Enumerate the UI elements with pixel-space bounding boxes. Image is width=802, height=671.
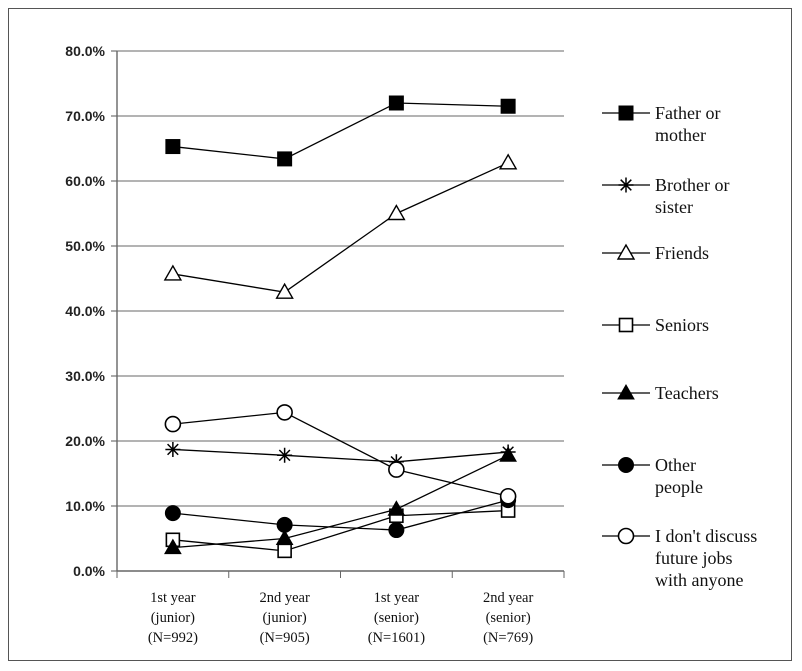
y-tick-label: 0.0% — [73, 563, 105, 579]
x-tick-label: (N=905) — [260, 630, 310, 646]
data-point — [164, 415, 182, 433]
legend-marker — [618, 317, 634, 333]
data-point — [277, 151, 293, 167]
x-tick-label: (N=769) — [483, 630, 533, 646]
series-line — [172, 162, 509, 293]
data-point — [388, 461, 405, 478]
legend-marker — [617, 527, 635, 545]
data-point — [277, 447, 293, 463]
data-point — [500, 98, 516, 114]
legend-label: Other — [655, 455, 696, 475]
legend-label: I don't discuss — [655, 526, 757, 546]
x-tick-label: 1st year — [374, 590, 420, 606]
data-point — [164, 538, 182, 555]
y-tick-label: 30.0% — [65, 368, 105, 384]
legend-label: Friends — [655, 243, 709, 263]
legend-marker — [618, 177, 634, 193]
data-point — [388, 95, 404, 111]
legend-marker — [618, 105, 634, 121]
series-line — [172, 102, 509, 160]
data-point — [499, 487, 517, 505]
y-tick-label: 70.0% — [65, 108, 105, 124]
data-point — [387, 500, 406, 516]
legend-label: Father or — [655, 103, 720, 123]
data-point — [277, 543, 292, 559]
legend-marker — [618, 457, 634, 473]
data-point — [275, 529, 294, 545]
y-tick-label: 60.0% — [65, 173, 105, 189]
series-line — [172, 499, 509, 531]
legend-marker — [616, 243, 636, 260]
data-point — [387, 204, 406, 221]
y-tick-label: 10.0% — [65, 498, 105, 514]
data-point — [165, 441, 181, 457]
chart-frame — [8, 8, 792, 661]
x-tick-label: (N=1601) — [368, 630, 425, 646]
series-line — [172, 411, 509, 497]
legend-label: people — [655, 477, 703, 497]
x-tick-label: 2nd year — [483, 590, 533, 606]
y-tick-label: 80.0% — [65, 43, 105, 59]
x-tick-label: (senior) — [374, 610, 419, 626]
legend-label: Brother or — [655, 175, 729, 195]
data-point — [276, 404, 293, 421]
data-point — [163, 264, 183, 281]
x-tick-label: (junior) — [151, 610, 195, 626]
data-point — [499, 446, 517, 462]
x-tick-label: (N=992) — [148, 630, 198, 646]
x-tick-label: (senior) — [486, 610, 531, 626]
legend-label: sister — [655, 197, 693, 217]
legend-label: mother — [655, 125, 706, 145]
legend-marker — [617, 383, 635, 400]
data-point — [164, 505, 181, 522]
legend-label: Teachers — [655, 383, 719, 403]
data-point — [165, 139, 181, 155]
legend-label: future jobs — [655, 548, 732, 568]
y-tick-label: 50.0% — [65, 238, 105, 254]
y-tick-label: 40.0% — [65, 303, 105, 319]
series-line — [172, 509, 509, 552]
x-tick-label: (junior) — [262, 610, 306, 626]
data-point — [498, 153, 518, 170]
x-tick-label: 2nd year — [259, 590, 309, 606]
data-point — [275, 282, 294, 299]
legend-label: with anyone — [655, 570, 743, 590]
data-point — [276, 516, 293, 533]
series-line — [172, 448, 509, 463]
data-point — [388, 522, 405, 539]
y-tick-label: 20.0% — [65, 433, 105, 449]
x-tick-label: 1st year — [150, 590, 196, 606]
legend-label: Seniors — [655, 315, 709, 335]
